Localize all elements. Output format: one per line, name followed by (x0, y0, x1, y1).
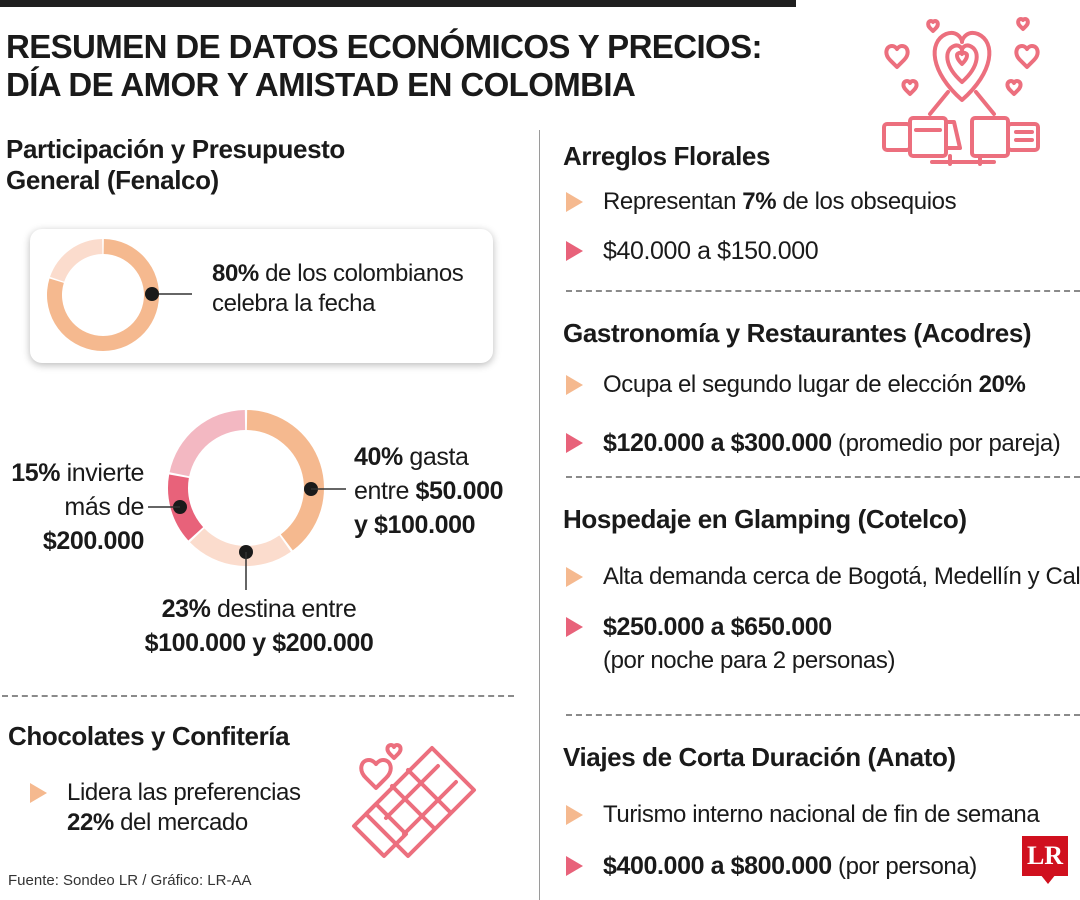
bullet-arrow-icon (566, 805, 583, 825)
glamping-text-row: Alta demanda cerca de Bogotá, Medellín y… (566, 562, 1080, 592)
viajes-price-row: $400.000 a $800.000 (por persona) (566, 851, 977, 882)
source-note: Fuente: Sondeo LR / Gráfico: LR-AA (8, 872, 252, 889)
budget-label-15: 15% invierte más de $200.000 (11, 459, 144, 555)
flores-text-row: Representan 7% de los obsequios (566, 187, 957, 217)
budget-slice-23 (189, 528, 291, 566)
divider-left (2, 695, 514, 697)
bullet-arrow-icon (566, 617, 583, 637)
chocolates-row: Lidera las preferencias 22% del mercado (30, 778, 301, 838)
viajes-title: Viajes de Corta Duración (Anato) (563, 742, 956, 772)
budget-label-40: 40% gasta entre $50.000 y $100.000 (354, 443, 504, 539)
page-title: RESUMEN DE DATOS ECONÓMICOS Y PRECIOS: D… (6, 28, 836, 104)
hearts-gift-icon (882, 17, 1040, 166)
celebrate-marker-dot (145, 287, 159, 301)
bullet-arrow-icon (566, 567, 583, 587)
bullet-arrow-icon (566, 375, 583, 395)
bullet-arrow-icon (566, 192, 583, 212)
lr-logo-tail (1040, 874, 1056, 884)
bullet-arrow-icon (30, 783, 47, 803)
divider-flores (566, 290, 1080, 292)
lr-logo: LR (1022, 836, 1068, 876)
participation-title: Participación y Presupuesto General (Fen… (6, 134, 345, 195)
gastronomia-text-row: Ocupa el segundo lugar de elección 20% (566, 370, 1026, 400)
viajes-text-row: Turismo interno nacional de fin de seman… (566, 800, 1040, 830)
budget-slice-rest (169, 410, 246, 477)
budget-label-23: 23% destina entre $100.000 y $200.000 (144, 595, 374, 657)
rest-slice (50, 239, 103, 282)
chocolate-bar-icon (352, 743, 476, 858)
flores-price-row: $40.000 a $150.000 (566, 236, 819, 266)
flores-title: Arreglos Florales (563, 141, 771, 171)
budget-slice-40 (246, 410, 324, 551)
divider-glamping (566, 714, 1080, 716)
page-title-line1: RESUMEN DE DATOS ECONÓMICOS Y PRECIOS: (6, 28, 762, 65)
page-title-line2: DÍA DE AMOR Y AMISTAD EN COLOMBIA (6, 66, 636, 103)
celebrate-label: 80% de los colombianos celebra la fecha (212, 260, 464, 317)
bullet-arrow-icon (566, 433, 583, 453)
gastronomia-title: Gastronomía y Restaurantes (Acodres) (563, 318, 1032, 348)
chocolates-title: Chocolates y Confitería (8, 721, 290, 751)
bullet-arrow-icon (566, 241, 583, 261)
column-divider (539, 130, 540, 900)
glamping-title: Hospedaje en Glamping (Cotelco) (563, 504, 967, 534)
gastronomia-price-row: $120.000 a $300.000 (promedio por pareja… (566, 428, 1061, 459)
top-rule (0, 0, 796, 7)
bullet-arrow-icon (566, 856, 583, 876)
glamping-price-row: $250.000 a $650.000 (por noche para 2 pe… (566, 612, 895, 676)
divider-gastronomia (566, 476, 1080, 478)
